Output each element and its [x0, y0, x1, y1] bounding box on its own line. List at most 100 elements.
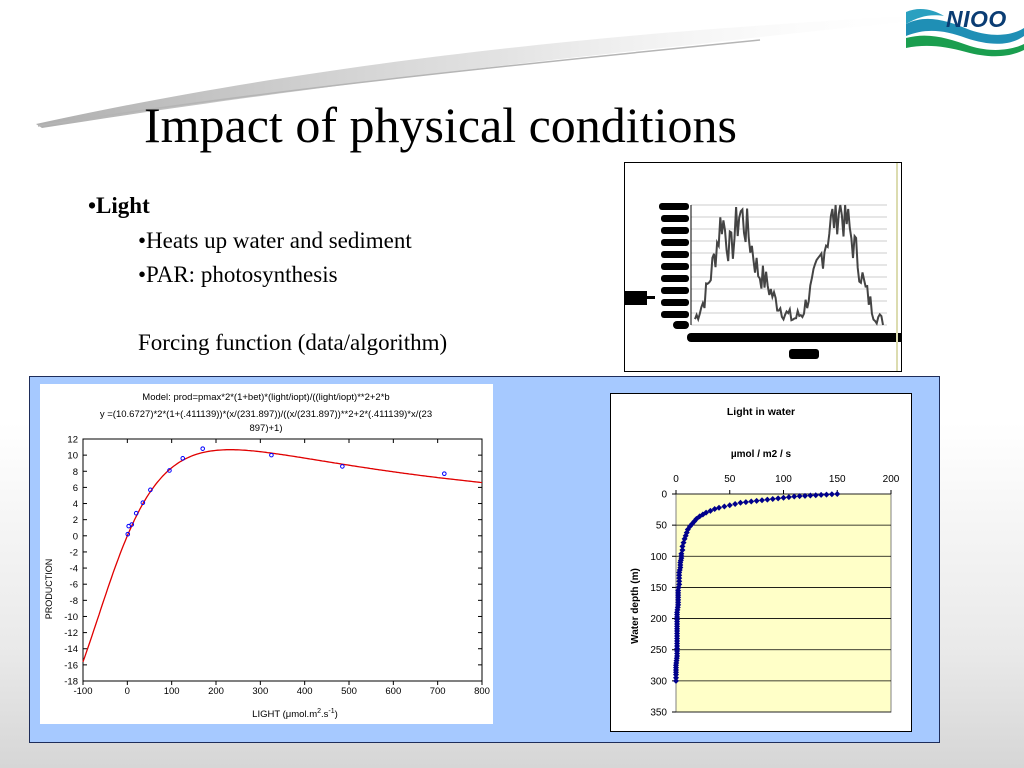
depth-point [686, 523, 693, 530]
depth-point [796, 493, 803, 500]
depth-point [807, 492, 814, 499]
x-axis-label: LIGHT (μmol.m2.s-1) [252, 708, 338, 720]
depth-point [732, 500, 739, 507]
depth-point [707, 507, 714, 514]
data-point [442, 471, 447, 476]
depth-point [676, 578, 683, 585]
y-tick-label: -2 [70, 547, 78, 558]
decorative-swoosh [36, 14, 960, 128]
depth-point [726, 502, 733, 509]
depth-point [711, 505, 718, 512]
x-tick-label: 200 [208, 686, 224, 697]
x-tick-label: 0 [673, 474, 679, 485]
y-tick-label: -10 [64, 612, 78, 623]
data-point [180, 456, 186, 461]
production-light-plot[interactable]: Model: prod=pmax*2*(1+bet)*(light/iopt)/… [40, 384, 493, 724]
depth-point [834, 491, 841, 497]
y-tick-label: 100 [650, 552, 667, 563]
depth-point [673, 671, 679, 678]
depth-point [689, 520, 696, 527]
depth-point [676, 575, 683, 582]
x-tick-label: 100 [775, 474, 792, 485]
depth-point [716, 504, 722, 511]
x-tick-label: 300 [252, 686, 268, 697]
y-tick-label: 50 [656, 521, 668, 532]
light-water-svg: Light in water µmol / m2 / s 0 50 100 150 20… [630, 406, 900, 719]
bullet-par: •PAR: photosynthesis [138, 262, 338, 287]
data-point [148, 487, 153, 493]
depth-point [802, 492, 808, 499]
plot-frame [82, 438, 483, 682]
data-point [133, 510, 139, 516]
depth-point [791, 493, 798, 500]
x-tick-label: 150 [829, 474, 846, 485]
depth-point [753, 497, 760, 504]
x-tick-label: 700 [430, 686, 446, 697]
model-title: Model: prod=pmax*2*(1+bet)*(light/iopt)/… [142, 392, 389, 403]
depth-point [737, 499, 744, 506]
light-in-water-plot[interactable]: Light in water µmol / m2 / s 0 50 100 150 20… [610, 393, 912, 732]
y-tick-label: 8 [73, 467, 78, 478]
x-tick-label: -100 [73, 686, 92, 697]
mini-chart-svg [625, 203, 905, 359]
data-point [129, 522, 135, 527]
y-tick-label: -16 [64, 660, 78, 671]
garbled-y-labels [625, 203, 689, 329]
data-point [167, 468, 172, 473]
depth-point [673, 674, 679, 681]
bullet-forcing-function: Forcing function (data/algorithm) [138, 330, 448, 355]
model-equation: y =(10.6727)*2*(1+(.411139))*(x/(231.897… [100, 409, 432, 420]
x-tick-label: 400 [297, 686, 313, 697]
nioo-logo [906, 9, 1024, 57]
garbled-x-labels [687, 333, 905, 359]
y-tick-label: 0 [73, 531, 78, 542]
data-point [269, 452, 274, 458]
mini-series-line [694, 204, 884, 326]
model-curve [82, 449, 483, 663]
depth-point [823, 491, 830, 498]
model-equation-continued: 897)+1) [249, 423, 282, 434]
depth-point [680, 539, 687, 546]
x-tick-label: 0 [125, 686, 130, 697]
y-tick-label: -14 [64, 644, 78, 655]
production-plot-svg: Model: prod=pmax*2*(1+bet)*(light/iopt)/… [44, 392, 490, 720]
depth-point [818, 491, 825, 498]
depth-point [673, 677, 679, 684]
y-tick-label: 150 [650, 583, 667, 594]
bullet-light: •Light [88, 193, 150, 218]
depth-point [828, 491, 835, 498]
depth-point [703, 509, 710, 516]
depth-point [775, 495, 782, 502]
x-tick-label: 600 [385, 686, 401, 697]
y-tick-label: 4 [73, 499, 78, 510]
chart-title: Light in water [727, 406, 795, 418]
embedded-light-timeseries-chart[interactable] [624, 162, 905, 372]
chart-border [896, 163, 898, 371]
depth-point [759, 497, 765, 504]
y-axis-label: Water depth (m) [630, 568, 641, 644]
page-title: Impact of physical conditions [144, 97, 737, 153]
depth-point [676, 581, 683, 588]
y-tick-label: 350 [650, 708, 667, 719]
depth-point [812, 492, 819, 499]
plot-area [675, 493, 892, 713]
depth-point [742, 499, 749, 506]
depth-point [769, 495, 776, 502]
y-tick-label: 6 [73, 483, 78, 494]
x-axis-label: µmol / m2 / s [731, 449, 792, 460]
depth-point [764, 496, 771, 503]
depth-point [785, 494, 792, 501]
depth-point [693, 515, 700, 522]
data-point [125, 531, 131, 537]
y-tick-label: -8 [70, 596, 78, 607]
depth-point [679, 543, 686, 550]
depth-point [675, 584, 682, 591]
y-tick-label: 2 [73, 515, 78, 526]
bullet-heats: •Heats up water and sediment [138, 228, 412, 253]
y-tick-label: 250 [650, 645, 667, 656]
y-tick-label: -12 [64, 628, 78, 639]
depth-point [721, 503, 728, 510]
y-axis-label: PRODUCTION [44, 559, 54, 620]
y-tick-label: -6 [70, 580, 78, 591]
x-tick-label: 50 [724, 474, 736, 485]
